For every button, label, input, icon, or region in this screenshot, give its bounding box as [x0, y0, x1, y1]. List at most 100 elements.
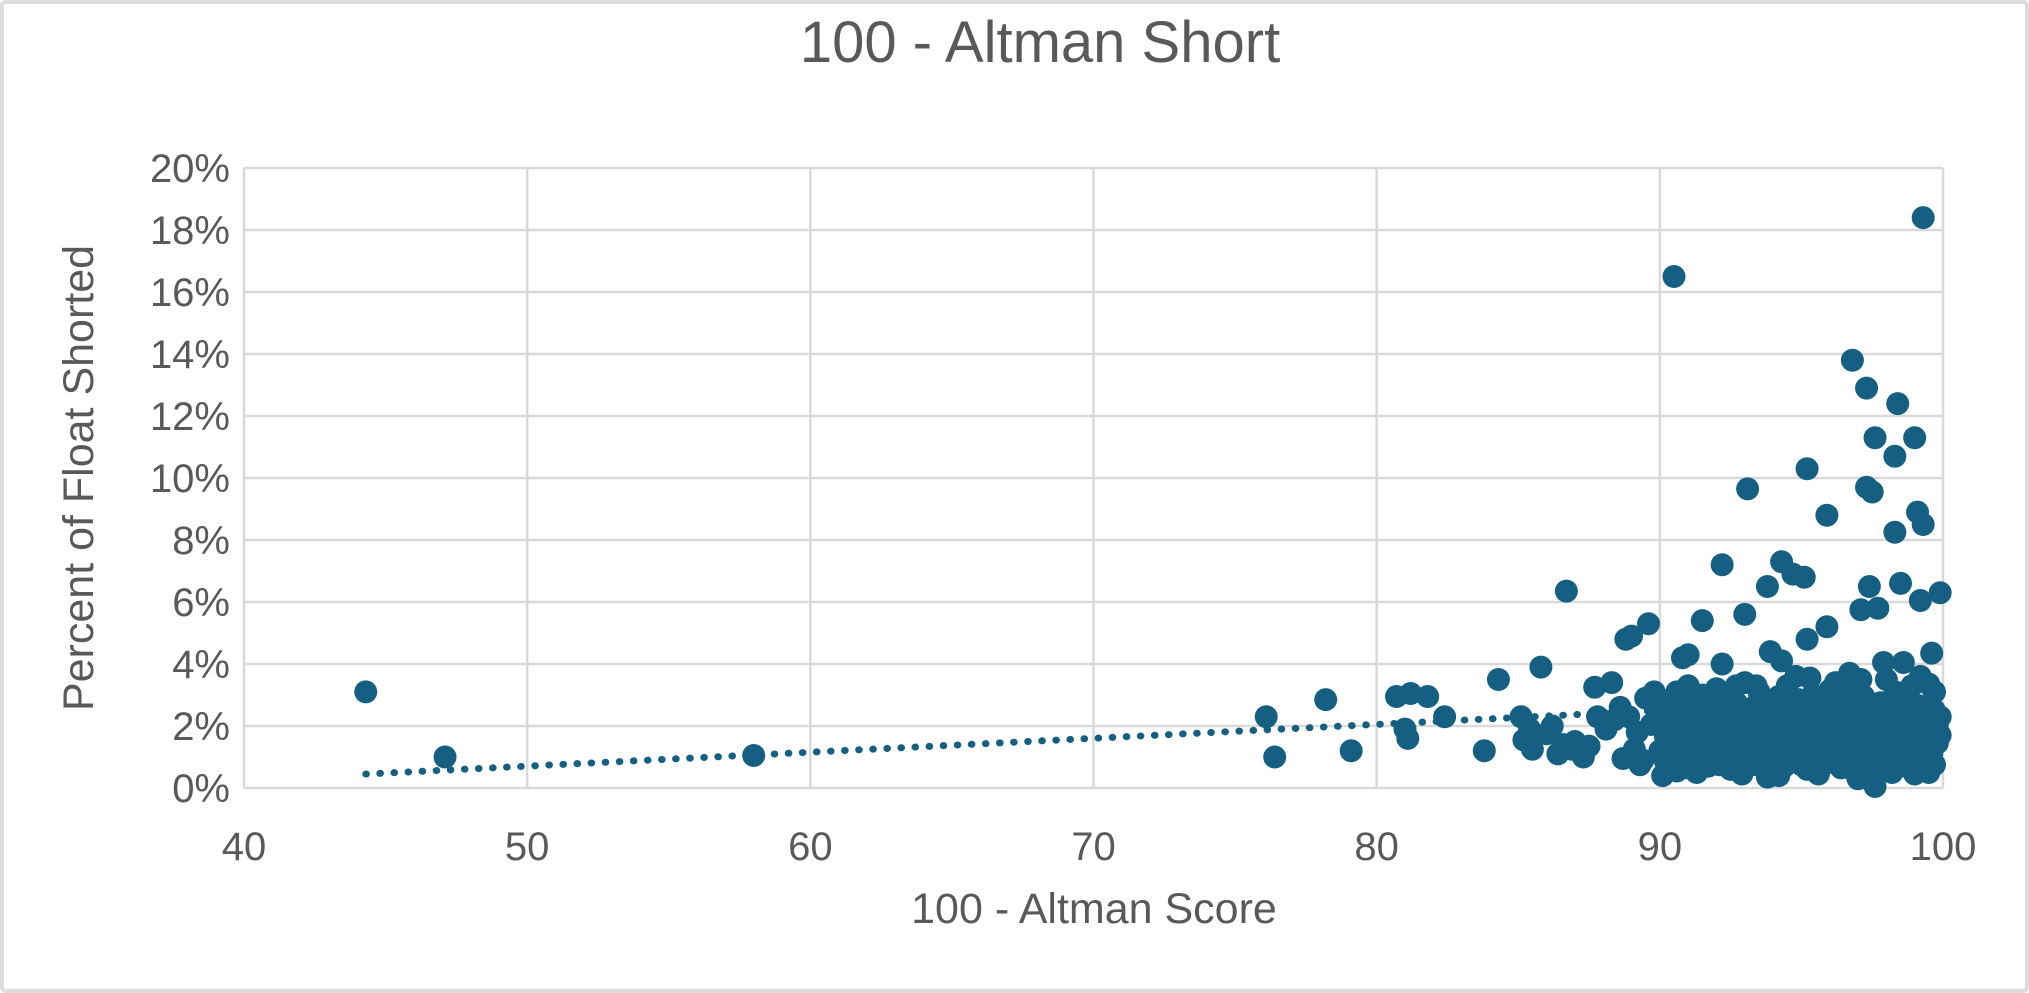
data-point — [1806, 762, 1830, 786]
data-point — [1849, 598, 1873, 622]
data-point — [1744, 674, 1768, 698]
data-point — [1889, 571, 1913, 595]
data-point — [1883, 520, 1907, 544]
data-point — [1866, 596, 1890, 620]
data-point — [1662, 265, 1686, 288]
data-point — [1730, 762, 1754, 786]
data-point — [1339, 739, 1363, 763]
data-point — [1872, 650, 1896, 674]
data-point — [1520, 737, 1544, 761]
y-tick-label: 16% — [150, 271, 230, 315]
data-point — [1923, 680, 1947, 704]
data-point — [1928, 705, 1952, 729]
x-axis-tick-labels: 40 50 60 70 80 90 100 — [222, 825, 1977, 869]
data-point — [742, 743, 766, 767]
y-tick-label: 12% — [150, 395, 230, 439]
data-point — [1472, 739, 1496, 763]
chart-title: 100 - Altman Short — [800, 10, 1280, 75]
data-point — [1628, 753, 1652, 777]
y-tick-label: 20% — [150, 147, 230, 191]
data-point — [1795, 457, 1819, 481]
data-point — [1620, 624, 1644, 648]
data-point — [1736, 477, 1760, 501]
y-tick-label: 8% — [172, 519, 230, 563]
data-point — [1690, 609, 1714, 633]
data-point — [1784, 664, 1808, 688]
data-point — [1710, 553, 1734, 577]
data-point — [1554, 579, 1578, 603]
data-point — [1486, 668, 1510, 691]
data-point — [1855, 376, 1879, 400]
data-point — [1314, 688, 1338, 712]
data-point — [1416, 685, 1440, 709]
y-axis-tick-labels: 0% 2% 4% 6% 8% 10% 12% 14% 16% 18% 20% — [150, 147, 230, 811]
data-point — [1634, 686, 1658, 710]
data-point — [1815, 503, 1839, 527]
data-point — [1908, 588, 1932, 612]
data-point — [1665, 759, 1689, 783]
y-axis-title: Percent of Float Shorted — [55, 245, 103, 711]
x-tick-label: 80 — [1354, 825, 1399, 869]
data-point — [1637, 612, 1661, 636]
data-point — [1928, 581, 1952, 605]
data-point — [1254, 705, 1278, 729]
data-point — [1795, 627, 1819, 651]
data-point — [1600, 671, 1624, 695]
data-point — [1529, 655, 1553, 679]
data-point — [1903, 426, 1927, 450]
data-point — [1880, 761, 1904, 784]
data-point — [433, 745, 457, 769]
data-point — [1891, 650, 1915, 674]
y-tick-label: 2% — [172, 705, 230, 749]
x-tick-label: 40 — [222, 825, 267, 869]
data-point — [1840, 348, 1864, 372]
data-point — [1911, 513, 1935, 536]
x-tick-label: 90 — [1638, 825, 1683, 869]
data-point — [1903, 762, 1927, 786]
data-point — [1540, 714, 1564, 738]
data-point — [1733, 602, 1757, 626]
scatter-points — [354, 206, 1952, 798]
data-point — [1433, 705, 1457, 729]
data-point — [1594, 717, 1618, 741]
data-point — [1838, 661, 1862, 685]
data-point — [1770, 649, 1794, 673]
data-point — [1928, 723, 1952, 747]
plot-gridlines — [242, 166, 1945, 790]
trendline — [362, 693, 1947, 778]
data-point — [354, 680, 378, 704]
data-point — [1900, 674, 1924, 698]
data-point — [1263, 745, 1287, 769]
data-point — [1676, 643, 1700, 667]
data-point — [1886, 392, 1910, 416]
data-point — [1815, 615, 1839, 639]
data-point — [1863, 426, 1887, 450]
data-point — [1846, 767, 1870, 791]
data-point — [1608, 695, 1632, 719]
data-point — [1685, 761, 1709, 784]
x-axis-title: 100 - Altman Score — [911, 885, 1277, 933]
data-point — [1860, 480, 1884, 504]
x-tick-label: 70 — [1071, 825, 1116, 869]
data-point — [1396, 726, 1420, 750]
data-point — [1577, 734, 1601, 758]
x-tick-label: 100 — [1910, 825, 1977, 869]
data-point — [1874, 668, 1898, 691]
x-tick-label: 50 — [505, 825, 550, 869]
y-tick-label: 14% — [150, 333, 230, 377]
data-point — [1755, 575, 1779, 598]
data-point — [1710, 652, 1734, 676]
data-point — [1883, 444, 1907, 468]
x-tick-label: 60 — [788, 825, 833, 869]
data-point — [1857, 575, 1881, 598]
y-tick-label: 4% — [172, 643, 230, 687]
data-point — [1911, 206, 1935, 230]
y-tick-label: 10% — [150, 457, 230, 501]
data-point — [1755, 765, 1779, 789]
data-point — [1724, 674, 1748, 698]
y-tick-label: 0% — [172, 767, 230, 811]
data-point — [1792, 565, 1816, 589]
data-point — [1399, 681, 1423, 705]
